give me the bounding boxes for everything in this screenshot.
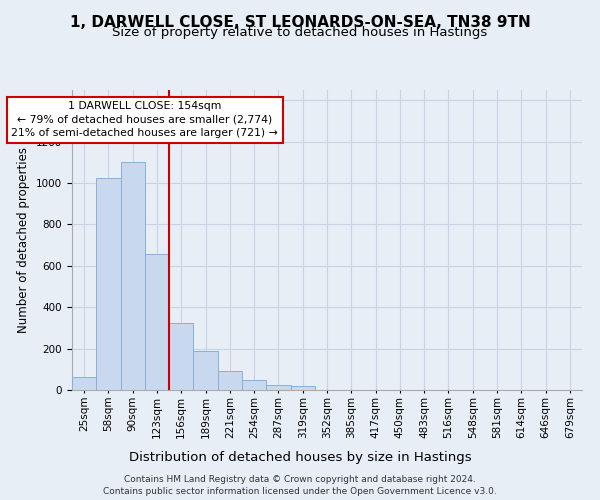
Bar <box>218 372 242 390</box>
Text: Distribution of detached houses by size in Hastings: Distribution of detached houses by size … <box>128 451 472 464</box>
Bar <box>266 385 290 390</box>
Bar <box>121 162 145 390</box>
Bar <box>169 323 193 390</box>
Text: Contains HM Land Registry data © Crown copyright and database right 2024.: Contains HM Land Registry data © Crown c… <box>124 476 476 484</box>
Y-axis label: Number of detached properties: Number of detached properties <box>17 147 31 333</box>
Text: 1, DARWELL CLOSE, ST LEONARDS-ON-SEA, TN38 9TN: 1, DARWELL CLOSE, ST LEONARDS-ON-SEA, TN… <box>70 15 530 30</box>
Bar <box>242 380 266 390</box>
Bar <box>145 254 169 390</box>
Bar <box>96 178 121 390</box>
Bar <box>72 376 96 390</box>
Bar <box>193 350 218 390</box>
Text: 1 DARWELL CLOSE: 154sqm
← 79% of detached houses are smaller (2,774)
21% of semi: 1 DARWELL CLOSE: 154sqm ← 79% of detache… <box>11 102 278 138</box>
Text: Contains public sector information licensed under the Open Government Licence v3: Contains public sector information licen… <box>103 486 497 496</box>
Text: Size of property relative to detached houses in Hastings: Size of property relative to detached ho… <box>112 26 488 39</box>
Bar <box>290 386 315 390</box>
